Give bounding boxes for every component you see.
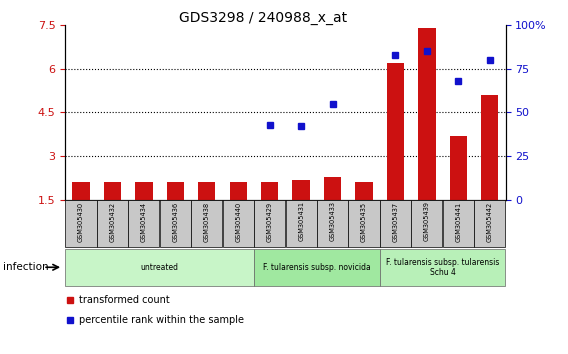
Bar — [72, 183, 90, 200]
Bar — [160, 200, 191, 247]
Text: GSM305440: GSM305440 — [235, 201, 241, 242]
Bar — [65, 249, 254, 286]
Bar — [223, 200, 254, 247]
Bar — [450, 136, 467, 200]
Text: percentile rank within the sample: percentile rank within the sample — [78, 315, 244, 325]
Bar — [474, 200, 506, 247]
Text: untreated: untreated — [141, 263, 179, 272]
Text: GSM305432: GSM305432 — [110, 201, 115, 241]
Bar — [229, 183, 247, 200]
Text: GSM305431: GSM305431 — [298, 201, 304, 241]
Text: GSM305438: GSM305438 — [204, 201, 210, 241]
Text: F. tularensis subsp. tularensis
Schu 4: F. tularensis subsp. tularensis Schu 4 — [386, 258, 499, 277]
Text: GSM305434: GSM305434 — [141, 201, 147, 241]
Bar — [411, 200, 442, 247]
Bar — [418, 28, 436, 200]
Text: transformed count: transformed count — [78, 295, 169, 305]
Bar — [380, 249, 506, 286]
Bar — [128, 200, 160, 247]
Bar — [104, 183, 121, 200]
Bar — [481, 95, 499, 200]
Bar — [443, 200, 474, 247]
Bar — [348, 200, 379, 247]
Bar — [198, 183, 215, 200]
Text: GSM305442: GSM305442 — [487, 201, 493, 242]
Bar — [167, 183, 184, 200]
Bar — [65, 200, 97, 247]
Text: GSM305433: GSM305433 — [329, 201, 336, 241]
Bar — [317, 200, 348, 247]
Bar — [293, 179, 310, 200]
Bar — [356, 183, 373, 200]
Bar — [135, 183, 153, 200]
Text: GSM305439: GSM305439 — [424, 201, 430, 241]
Bar — [387, 63, 404, 200]
Text: GSM305441: GSM305441 — [456, 201, 461, 241]
Text: GSM305429: GSM305429 — [267, 201, 273, 241]
Text: GSM305436: GSM305436 — [172, 201, 178, 241]
Text: infection: infection — [3, 262, 48, 272]
Text: GSM305435: GSM305435 — [361, 201, 367, 241]
Bar — [324, 177, 341, 200]
Bar — [286, 200, 317, 247]
Bar — [191, 200, 223, 247]
Text: GSM305437: GSM305437 — [392, 201, 399, 241]
Bar — [380, 200, 411, 247]
Text: GSM305430: GSM305430 — [78, 201, 84, 241]
Bar — [97, 200, 128, 247]
Text: GDS3298 / 240988_x_at: GDS3298 / 240988_x_at — [179, 11, 348, 25]
Bar — [261, 183, 278, 200]
Bar — [254, 249, 379, 286]
Bar — [254, 200, 285, 247]
Text: F. tularensis subsp. novicida: F. tularensis subsp. novicida — [263, 263, 371, 272]
